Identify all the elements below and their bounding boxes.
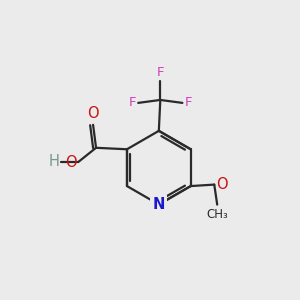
Text: F: F (128, 96, 136, 110)
Text: N: N (153, 197, 165, 212)
Text: O: O (216, 176, 227, 191)
Text: F: F (157, 66, 164, 79)
Text: O: O (65, 155, 77, 170)
Text: O: O (87, 106, 99, 121)
Text: CH₃: CH₃ (206, 208, 228, 220)
Text: F: F (185, 96, 192, 110)
Text: H: H (49, 154, 60, 169)
